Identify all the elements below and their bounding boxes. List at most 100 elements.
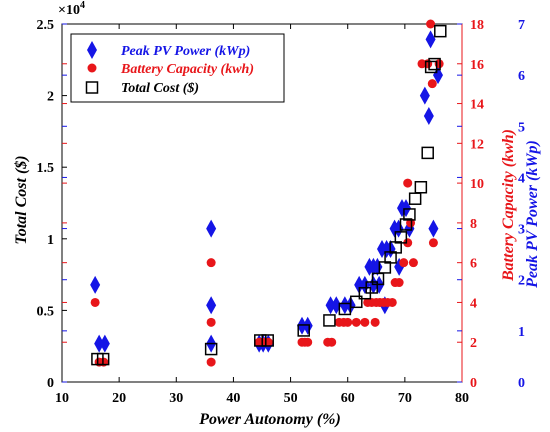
battery-capacity-point <box>343 317 353 327</box>
battery-capacity-point <box>360 317 370 327</box>
battery-capacity-point <box>426 19 436 29</box>
battery-tick-label: 8 <box>470 217 477 232</box>
battery-capacity-point <box>423 59 433 69</box>
pv-power-point <box>325 296 336 315</box>
pv-power-point <box>423 107 434 126</box>
battery-tick-label: 16 <box>470 58 484 73</box>
total-cost-point <box>421 146 434 160</box>
left-tick-label: 2 <box>47 90 54 105</box>
x-tick-label: 40 <box>226 391 240 406</box>
x-tick-label: 80 <box>455 391 469 406</box>
battery-capacity-point <box>399 258 409 268</box>
total-cost-point <box>428 57 441 71</box>
battery-tick-label: 12 <box>470 137 484 152</box>
pv-tick-label: 0 <box>518 376 525 391</box>
battery-capacity-point <box>206 258 216 268</box>
axis-multiplier-base: ×10 <box>58 3 80 18</box>
battery-capacity-point <box>408 258 418 268</box>
battery-capacity-point <box>403 178 413 188</box>
x-tick-label: 20 <box>112 391 126 406</box>
legend: Peak PV Power (kWp) Battery Capacity (kw… <box>70 33 285 103</box>
total-cost-point <box>297 324 310 337</box>
battery-capacity-point <box>303 337 313 347</box>
pv-tick-label: 6 <box>518 69 525 84</box>
pv-power-point <box>99 334 110 353</box>
battery-capacity-point <box>370 317 380 327</box>
pv-power-point <box>425 30 436 49</box>
pv-power-point <box>206 219 217 238</box>
left-axis-title: Total Cost ($) <box>13 155 30 244</box>
pv-power-point <box>359 275 370 294</box>
battery-capacity-point <box>90 297 100 307</box>
axis-multiplier-exponent: 4 <box>80 0 85 11</box>
axes: 10 20 30 40 50 60 70 8000.511.522.5024681012141… <box>37 18 526 406</box>
legend-box <box>70 33 285 103</box>
pv-power-point <box>433 66 443 85</box>
pv-tick-label: 5 <box>518 120 525 135</box>
total-cost-point <box>350 295 363 309</box>
total-cost-point <box>96 352 110 366</box>
total-cost-point <box>338 302 352 316</box>
battery-tick-label: 10 <box>470 177 484 192</box>
battery-capacity-point <box>427 79 437 89</box>
total-cost-point <box>261 334 274 347</box>
pv-power-point <box>297 316 307 335</box>
battery-capacity-point <box>206 357 216 367</box>
battery-capacity-point <box>327 337 337 347</box>
legend-cost-marker <box>85 81 99 94</box>
legend-battery-marker <box>87 63 97 73</box>
battery-capacity-point <box>394 278 404 288</box>
pv-tick-label: 1 <box>518 325 525 340</box>
total-cost-point <box>403 208 416 221</box>
total-cost-point <box>254 334 267 347</box>
total-cost-point <box>204 342 218 356</box>
pv-tick-label: 2 <box>518 274 525 289</box>
x-tick-label: 60 <box>341 391 355 406</box>
legend-pv-marker <box>87 41 97 59</box>
left-tick-label: 0 <box>47 376 54 391</box>
pv-power-point <box>90 275 101 294</box>
total-cost-point <box>424 60 438 74</box>
battery-capacity-point <box>351 317 361 327</box>
total-cost-point <box>365 281 378 294</box>
pv-power-point <box>206 296 217 315</box>
left-tick-label: 2.5 <box>37 18 55 33</box>
legend-battery-label: Battery Capacity (kwh) <box>120 62 254 77</box>
left-tick-label: 0.5 <box>37 304 55 319</box>
total-cost-point <box>414 180 428 194</box>
total-cost-point <box>399 218 413 231</box>
battery-tick-label: 0 <box>470 376 477 391</box>
data-markers <box>90 19 447 367</box>
pv-power-point <box>302 316 313 335</box>
left-tick-label: 1 <box>47 233 54 248</box>
axis-multiplier: ×104 <box>58 0 85 18</box>
battery-tick-label: 6 <box>470 257 477 272</box>
pv-tick-label: 3 <box>518 223 525 238</box>
total-cost-point <box>434 24 447 38</box>
pv-tick-label: 7 <box>518 18 525 33</box>
total-cost-point <box>394 231 408 244</box>
battery-tick-label: 2 <box>470 336 477 351</box>
pv-power-point <box>354 275 365 294</box>
pv-power-point <box>94 334 105 353</box>
battery-capacity-point <box>403 238 413 248</box>
battery-tick-label: 18 <box>470 18 484 33</box>
pv-power-point <box>428 219 439 238</box>
battery-tick-label: 4 <box>470 296 477 311</box>
total-cost-point <box>323 314 336 327</box>
battery-capacity-point <box>428 238 438 248</box>
x-axis-title: Power Autonomy (%) <box>198 411 341 428</box>
battery-tick-label: 14 <box>470 98 484 113</box>
total-cost-point <box>371 272 385 286</box>
x-tick-label: 50 <box>284 391 298 406</box>
battery-axis-title: Battery Capacity (kwh) <box>500 129 517 282</box>
left-tick-label: 1.5 <box>37 161 55 176</box>
x-tick-label: 70 <box>398 391 412 406</box>
pv-power-point <box>419 86 430 105</box>
pv-power-point <box>339 296 350 315</box>
x-tick-label: 10 <box>55 391 69 406</box>
pv-tick-label: 4 <box>518 171 525 186</box>
legend-pv-label: Peak PV Power (kWp) <box>121 44 250 59</box>
legend-cost-label: Total Cost ($) <box>121 81 199 96</box>
